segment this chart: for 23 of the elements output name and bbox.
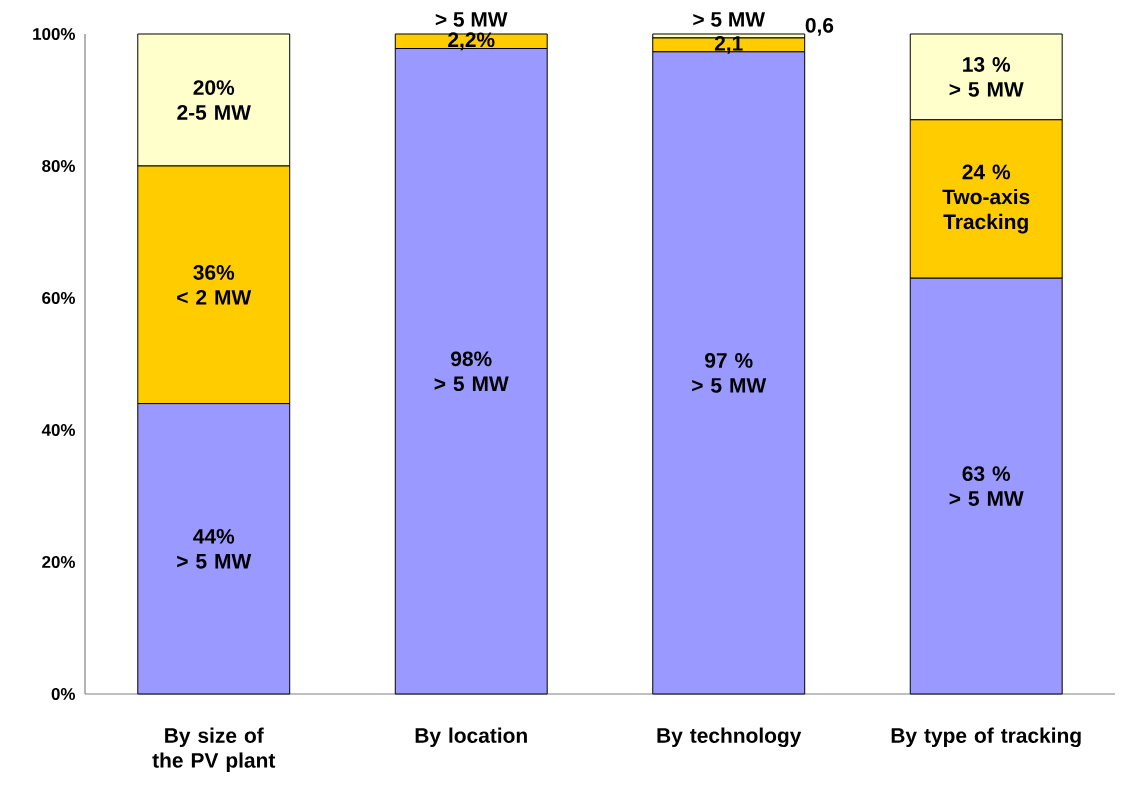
data-label: 0,6	[805, 17, 834, 36]
x-tick-label: By type of tracking	[891, 727, 1081, 748]
y-tick-label: 80%	[42, 160, 76, 172]
data-label: 20% 2-5 MW	[177, 80, 251, 120]
y-tick-label: 0%	[51, 688, 76, 700]
data-label: > 5 MW	[435, 12, 508, 27]
y-tick-label: 100%	[33, 28, 76, 40]
data-label: 97 % > 5 MW	[692, 353, 767, 393]
y-tick-label: 60%	[42, 292, 76, 304]
text: > 5 MW	[693, 12, 766, 27]
data-label: 24 % Two-axis Tracking	[942, 164, 1030, 234]
x-tick-label: By size of the PV plant	[152, 727, 276, 772]
data-label: 2,1	[714, 35, 743, 54]
data-label: 2,2%	[448, 32, 495, 51]
x-tick-label: By technology	[657, 727, 802, 748]
data-label: 13 % > 5 MW	[949, 57, 1024, 97]
data-label: 98% > 5 MW	[434, 351, 509, 392]
data-label: 63 % > 5 MW	[949, 466, 1024, 506]
y-tick-label: 20%	[42, 556, 76, 568]
data-label: 44% > 5 MW	[177, 528, 252, 569]
x-tick-label: By location	[415, 727, 527, 748]
data-label: 36% < 2 MW	[177, 265, 252, 305]
y-tick-label: 40%	[41, 424, 76, 436]
